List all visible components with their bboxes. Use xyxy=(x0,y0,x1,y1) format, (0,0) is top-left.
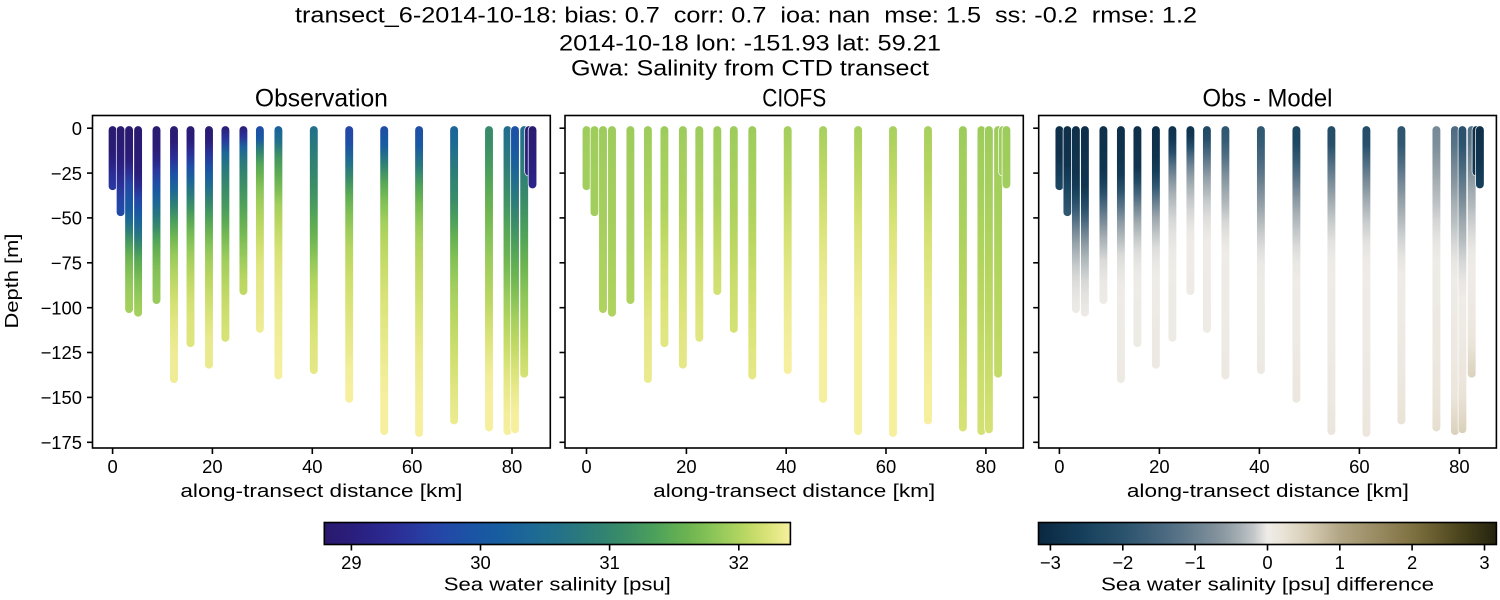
svg-text:−125: −125 xyxy=(41,342,82,363)
svg-text:−1: −1 xyxy=(1185,552,1206,573)
svg-text:Sea water salinity [psu] diffe: Sea water salinity [psu] difference xyxy=(1101,573,1434,594)
svg-text:80: 80 xyxy=(502,456,522,477)
svg-text:0: 0 xyxy=(107,456,117,477)
svg-text:Depth [m]: Depth [m] xyxy=(1,234,22,329)
svg-text:Gwa: Salinity from CTD transec: Gwa: Salinity from CTD transect xyxy=(571,55,930,80)
svg-text:3: 3 xyxy=(1479,552,1489,573)
svg-text:along-transect distance [km]: along-transect distance [km] xyxy=(1127,480,1409,501)
svg-text:40: 40 xyxy=(776,456,796,477)
svg-text:29: 29 xyxy=(341,552,361,573)
svg-text:Sea water salinity [psu]: Sea water salinity [psu] xyxy=(444,573,671,594)
svg-text:along-transect distance [km]: along-transect distance [km] xyxy=(180,480,462,501)
svg-text:60: 60 xyxy=(1349,456,1369,477)
svg-text:60: 60 xyxy=(876,456,896,477)
svg-text:along-transect distance [km]: along-transect distance [km] xyxy=(653,480,935,501)
svg-text:80: 80 xyxy=(976,456,996,477)
svg-text:−2: −2 xyxy=(1112,552,1133,573)
svg-text:31: 31 xyxy=(599,552,619,573)
svg-text:20: 20 xyxy=(202,456,222,477)
svg-text:−3: −3 xyxy=(1040,552,1061,573)
svg-text:0: 0 xyxy=(1054,456,1064,477)
svg-text:−25: −25 xyxy=(51,163,82,184)
svg-text:−150: −150 xyxy=(41,387,82,408)
svg-text:1: 1 xyxy=(1335,552,1345,573)
svg-text:transect_6-2014-10-18: bias: 0: transect_6-2014-10-18: bias: 0.7 corr: 0… xyxy=(295,3,1197,28)
svg-text:20: 20 xyxy=(1149,456,1169,477)
svg-text:0: 0 xyxy=(581,456,591,477)
svg-text:−100: −100 xyxy=(41,297,82,318)
svg-text:0: 0 xyxy=(72,118,82,139)
svg-text:CIOFS: CIOFS xyxy=(762,85,826,113)
svg-text:−50: −50 xyxy=(51,208,82,229)
svg-text:−75: −75 xyxy=(51,253,82,274)
svg-text:80: 80 xyxy=(1449,456,1469,477)
svg-text:60: 60 xyxy=(402,456,422,477)
svg-text:Observation: Observation xyxy=(255,85,388,113)
svg-text:2014-10-18 lon: -151.93 lat: 5: 2014-10-18 lon: -151.93 lat: 59.21 xyxy=(559,31,941,56)
svg-text:40: 40 xyxy=(1249,456,1269,477)
svg-text:40: 40 xyxy=(302,456,322,477)
svg-text:30: 30 xyxy=(470,552,490,573)
svg-text:Obs - Model: Obs - Model xyxy=(1203,85,1333,113)
svg-text:20: 20 xyxy=(676,456,696,477)
svg-text:−175: −175 xyxy=(41,432,82,453)
svg-text:0: 0 xyxy=(1262,552,1272,573)
svg-text:32: 32 xyxy=(729,552,749,573)
svg-text:2: 2 xyxy=(1407,552,1417,573)
